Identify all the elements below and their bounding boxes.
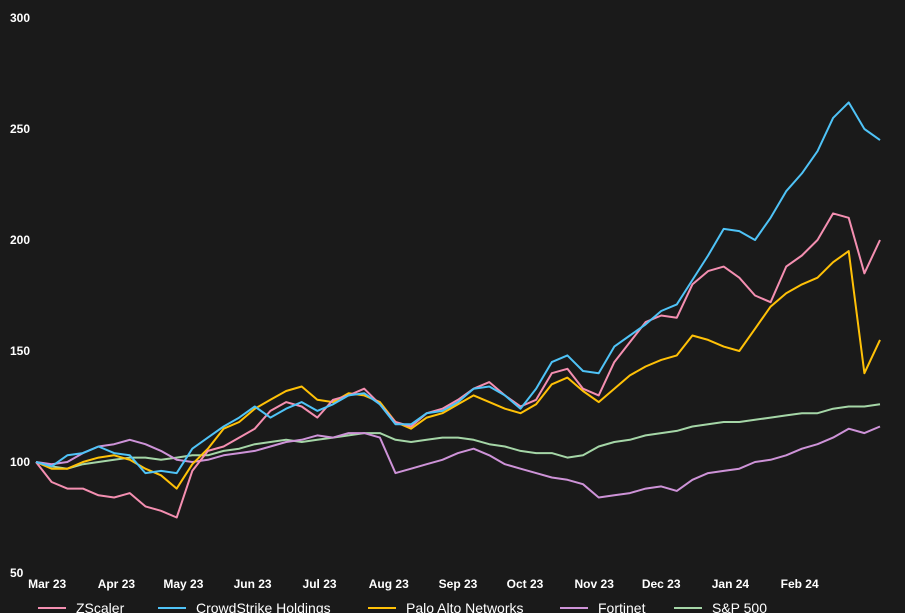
series-line-zscaler (35, 212, 881, 519)
x-tick-label: Apr 23 (98, 577, 136, 591)
series-line-fortinet (35, 425, 881, 499)
legend-label: Palo Alto Networks (406, 600, 524, 613)
y-tick-label: 50 (10, 566, 24, 580)
x-tick-label: Aug 23 (369, 577, 409, 591)
y-axis-ticks: 300 250 200 150 100 50 (10, 11, 30, 580)
x-tick-label: Jun 23 (234, 577, 272, 591)
series-line-s-p-500 (35, 403, 881, 470)
series-line-crowdstrike-holdings (35, 101, 881, 475)
y-tick-label: 300 (10, 11, 30, 25)
legend-item: ZScaler (38, 600, 125, 613)
legend-item: S&P 500 (674, 600, 767, 613)
y-tick-label: 100 (10, 455, 30, 469)
legend-item: CrowdStrike Holdings (158, 600, 331, 613)
legend: ZScaler CrowdStrike Holdings Palo Alto Net… (38, 600, 767, 613)
x-tick-label: Feb 24 (781, 577, 819, 591)
legend-label: Fortinet (598, 600, 646, 613)
x-axis-ticks: Mar 23 Apr 23 May 23 Jun 23 Jul 23 Aug 23 Sep … (28, 577, 819, 591)
series-line-palo-alto-networks (35, 250, 881, 490)
x-tick-label: Oct 23 (507, 577, 544, 591)
x-tick-label: Jul 23 (303, 577, 337, 591)
x-tick-label: Sep 23 (439, 577, 478, 591)
legend-item: Palo Alto Networks (368, 600, 524, 613)
x-tick-label: May 23 (163, 577, 203, 591)
y-tick-label: 200 (10, 233, 30, 247)
x-tick-label: Jan 24 (712, 577, 750, 591)
legend-item: Fortinet (560, 600, 646, 613)
x-tick-label: Dec 23 (642, 577, 681, 591)
legend-label: ZScaler (76, 600, 125, 613)
legend-label: CrowdStrike Holdings (196, 600, 331, 613)
x-tick-label: Nov 23 (575, 577, 615, 591)
y-tick-label: 150 (10, 344, 30, 358)
x-tick-label: Mar 23 (28, 577, 66, 591)
legend-label: S&P 500 (712, 600, 767, 613)
series-lines (35, 101, 881, 519)
y-tick-label: 250 (10, 122, 30, 136)
